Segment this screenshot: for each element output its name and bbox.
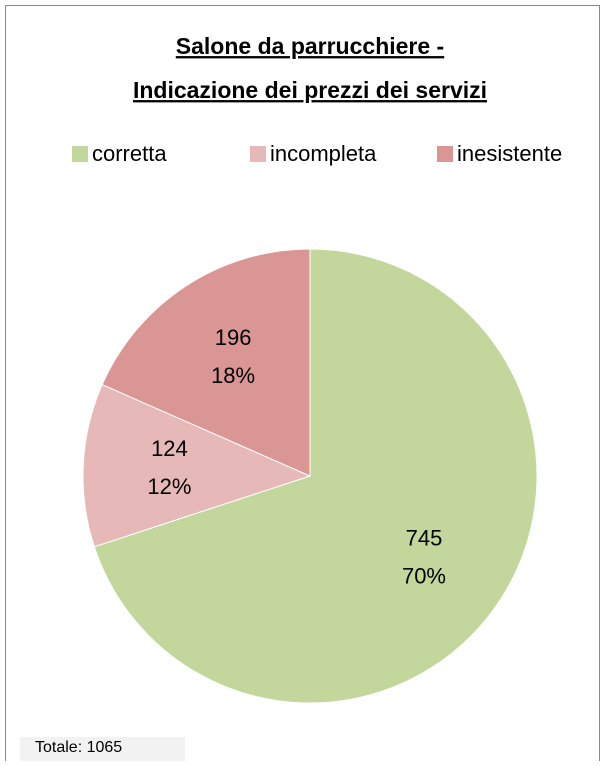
legend-label: inesistente <box>457 141 562 166</box>
legend-swatch <box>250 146 266 162</box>
value-label: 196 <box>215 325 252 350</box>
legend-label: incompleta <box>270 141 377 166</box>
chart-title: Indicazione dei prezzi dei servizi <box>133 77 487 103</box>
pie-slice <box>93 248 538 704</box>
pie-slice <box>82 383 312 548</box>
pie-slice <box>101 248 311 477</box>
value-label: 124 <box>151 436 188 461</box>
annotation: Totale: 1065 <box>35 739 122 756</box>
legend-swatch <box>437 146 453 162</box>
percent-label: 12% <box>147 474 191 499</box>
chart-title: Salone da parrucchiere - <box>176 33 444 59</box>
percent-label: 70% <box>402 563 446 588</box>
legend-swatch <box>72 146 88 162</box>
percent-label: 18% <box>211 363 255 388</box>
value-label: 745 <box>406 525 443 550</box>
legend-label: corretta <box>92 141 167 166</box>
